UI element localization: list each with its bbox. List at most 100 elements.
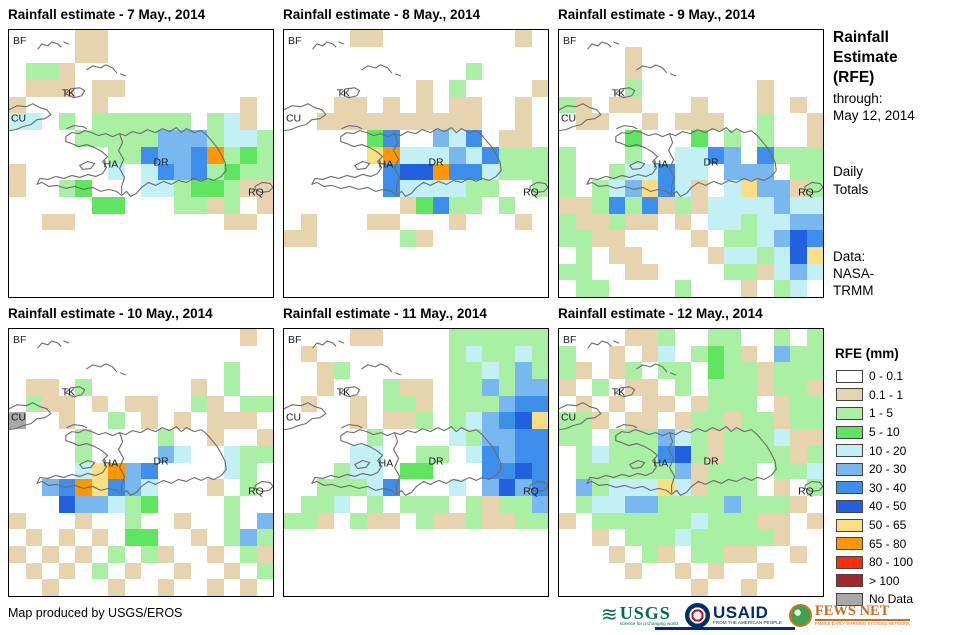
raster-cell — [449, 362, 466, 380]
raster-cell — [124, 529, 141, 546]
raster-cell — [350, 563, 367, 580]
raster-cell — [317, 412, 334, 429]
raster-cell — [625, 63, 642, 81]
raster-cell — [207, 247, 224, 264]
raster-cell — [466, 264, 483, 281]
raster-cell — [576, 579, 593, 596]
raster-cell — [559, 446, 576, 463]
raster-cell — [158, 513, 175, 530]
raster-cell — [592, 180, 609, 197]
raster-cell — [9, 147, 26, 164]
raster-cell — [433, 280, 450, 297]
raster-cell — [740, 395, 757, 413]
raster-cell — [575, 213, 592, 231]
raster-cell — [59, 362, 76, 379]
raster-cell — [350, 96, 367, 114]
raster-cell — [350, 379, 367, 396]
raster-cell — [707, 512, 724, 530]
raster-cell — [531, 80, 548, 97]
raster-cell — [757, 113, 774, 131]
raster-cell — [301, 47, 318, 64]
raster-cell — [174, 30, 191, 47]
raster-cell — [92, 214, 109, 231]
raster-cell — [757, 30, 774, 47]
raster-cell — [400, 346, 417, 363]
raster-cell — [625, 130, 642, 147]
raster-cell — [125, 362, 142, 379]
raster-cell — [724, 113, 741, 130]
raster-cell — [592, 429, 609, 446]
raster-cell — [740, 230, 757, 247]
raster-cell — [26, 579, 43, 596]
raster-cell — [465, 163, 482, 181]
raster-cell — [92, 247, 109, 264]
raster-cell — [466, 47, 483, 64]
raster-cell — [740, 345, 757, 363]
raster-cell — [400, 329, 417, 346]
raster-cell — [91, 130, 108, 147]
raster-cell — [92, 446, 109, 463]
raster-cell — [707, 379, 724, 396]
raster-cell — [790, 579, 807, 596]
raster-cell — [350, 113, 367, 131]
raster-cell — [141, 529, 158, 546]
raster-cell — [191, 429, 208, 446]
raster-cell — [807, 97, 824, 114]
raster-cell — [350, 579, 367, 596]
raster-cell — [141, 30, 158, 47]
raster-cell — [141, 63, 158, 80]
raster-cell — [207, 180, 224, 197]
raster-cell — [658, 479, 675, 496]
raster-cell — [224, 546, 241, 563]
raster-cell — [75, 230, 92, 247]
raster-cell — [691, 529, 708, 546]
raster-cell — [608, 230, 625, 247]
legend-swatch — [836, 369, 863, 383]
raster-cell — [449, 163, 466, 181]
raster-cell — [531, 379, 548, 396]
raster-cell — [609, 63, 626, 80]
raster-cell — [790, 445, 807, 463]
raster-cell — [9, 429, 26, 446]
raster-cell — [317, 113, 334, 131]
raster-cell — [691, 180, 708, 197]
raster-cell — [559, 463, 576, 480]
raster-cell — [350, 346, 367, 363]
raster-cell — [174, 180, 191, 197]
raster-cell — [757, 230, 774, 247]
raster-cell — [9, 247, 26, 264]
raster-cell — [532, 30, 549, 47]
raster-cell — [741, 147, 758, 164]
raster-cell — [724, 529, 741, 546]
raster-cell — [174, 230, 191, 247]
raster-cell — [757, 213, 774, 231]
raster-cell — [641, 495, 658, 513]
raster-cell — [334, 546, 351, 563]
raster-cell — [174, 529, 191, 546]
raster-cell — [691, 395, 708, 413]
raster-cell — [141, 379, 158, 396]
raster-cell — [141, 230, 158, 247]
raster-cell — [532, 113, 549, 130]
raster-cell — [449, 63, 466, 80]
raster-cell — [707, 196, 724, 214]
raster-cell — [625, 445, 642, 463]
raster-cell — [141, 395, 158, 413]
raster-cell — [515, 479, 532, 496]
raster-cell — [367, 546, 384, 563]
raster-cell — [42, 30, 59, 47]
raster-cell — [515, 163, 532, 181]
raster-cell — [559, 362, 576, 380]
raster-cell — [449, 30, 466, 47]
raster-cell — [774, 113, 791, 130]
raster-cell — [367, 412, 384, 429]
raster-cell — [433, 579, 450, 596]
raster-cell — [317, 429, 334, 446]
raster-cell — [449, 479, 466, 496]
raster-cell — [806, 512, 823, 530]
raster-cell — [284, 280, 301, 297]
raster-cell — [466, 479, 483, 496]
raster-cell — [223, 213, 240, 231]
raster-cell — [498, 362, 515, 380]
raster-cell — [207, 412, 224, 430]
